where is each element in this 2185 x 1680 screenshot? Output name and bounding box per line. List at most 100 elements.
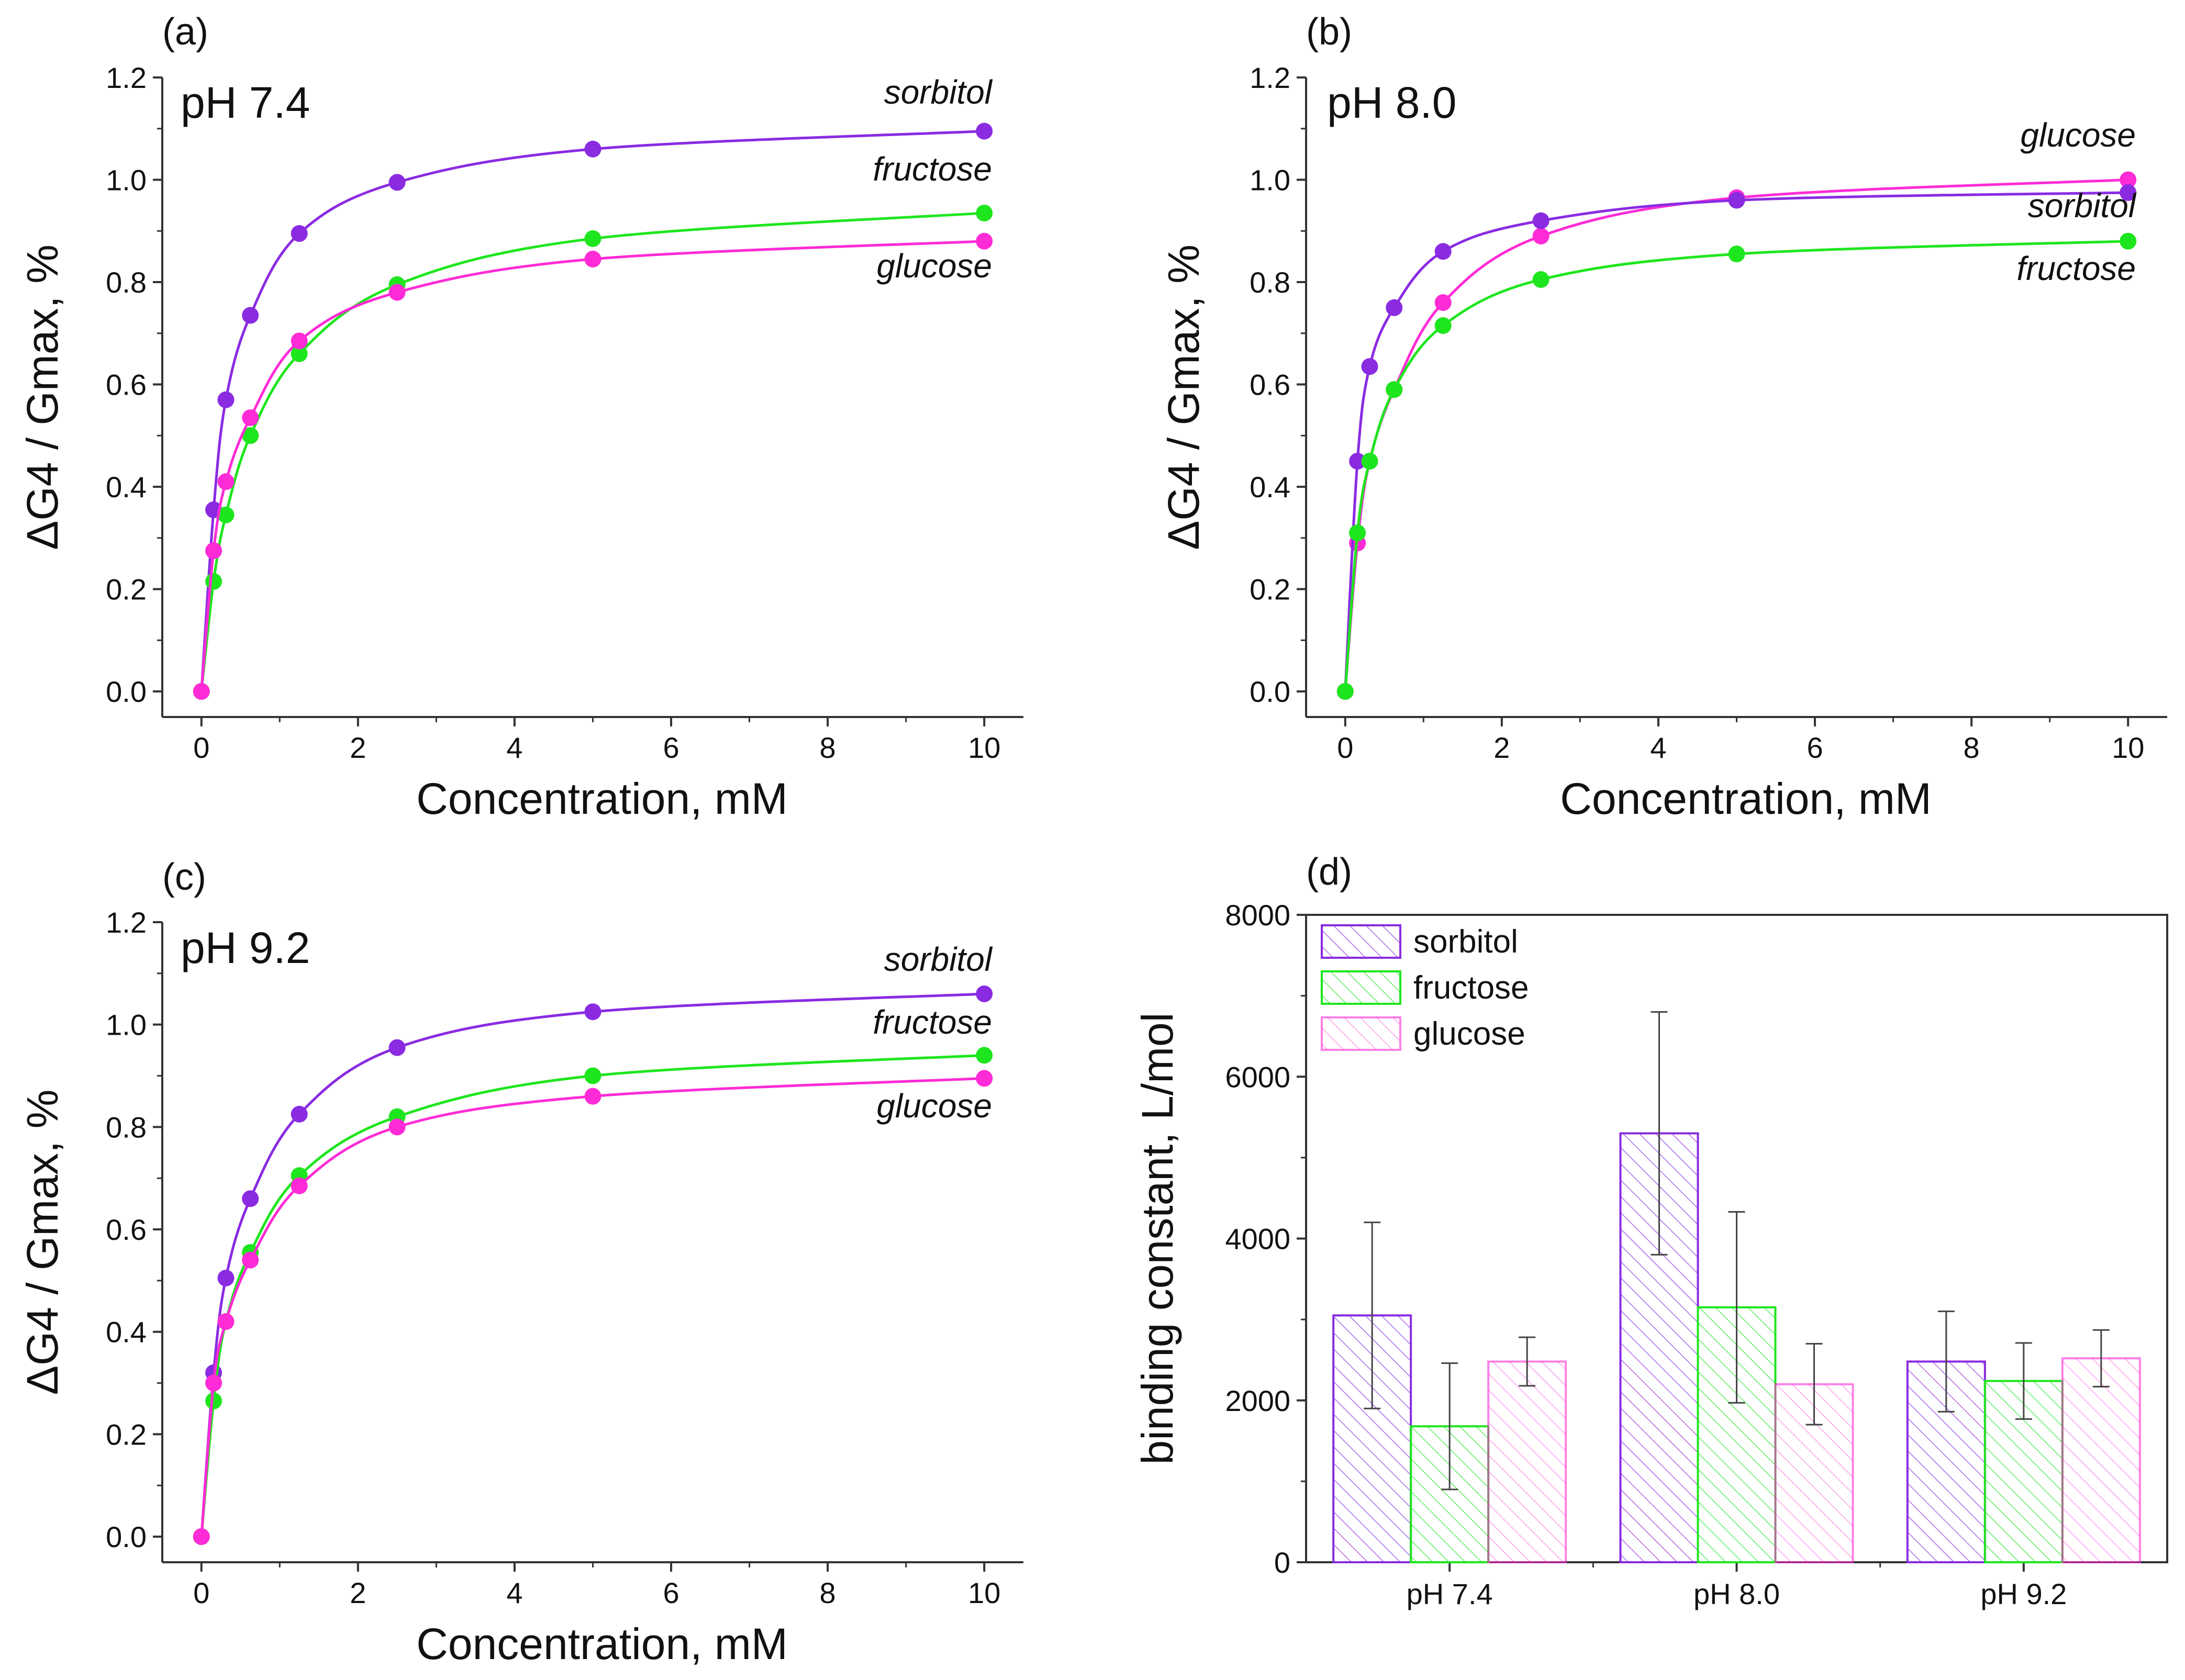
sorbitol-data-point: [1361, 358, 1378, 375]
fructose-data-point: [1361, 453, 1378, 470]
y-tick-label: 6000: [1225, 1060, 1290, 1093]
fructose-data-point: [584, 230, 601, 247]
sorbitol-series-label: sorbitol: [884, 940, 993, 978]
y-axis-title: ΔG4 / Gmax, %: [18, 1090, 67, 1395]
fructose-data-point: [976, 205, 993, 222]
glucose-data-point: [217, 1313, 235, 1330]
panel-a-label: (a): [162, 11, 208, 53]
fructose-data-point: [205, 573, 222, 590]
sorbitol-data-point: [217, 391, 235, 408]
sorbitol-data-point: [388, 174, 406, 191]
x-tick-label: 6: [1807, 731, 1823, 764]
x-tick-label: 0: [193, 731, 209, 764]
fructose-data-point: [2120, 232, 2137, 250]
sorbitol-data-point: [1532, 212, 1549, 229]
sorbitol-data-point: [584, 140, 601, 158]
glucose-data-point: [242, 1251, 259, 1269]
x-tick-label: 8: [1964, 731, 1980, 764]
legend-glucose-label: glucose: [1413, 1016, 1525, 1052]
glucose-data-point: [205, 1374, 222, 1392]
fructose-data-point: [1434, 317, 1452, 334]
glucose-data-point: [584, 251, 601, 268]
sorbitol-data-point: [388, 1039, 406, 1056]
y-tick-label: 1.2: [106, 61, 147, 94]
fructose-series-label: fructose: [873, 150, 992, 188]
glucose-data-point: [976, 232, 993, 250]
legend-fructose-swatch: [1321, 970, 1401, 1005]
panel-d-label: (d): [1306, 851, 1352, 893]
x-tick-label: 10: [968, 1576, 1000, 1609]
fructose-data-point: [217, 506, 235, 523]
y-tick-label: 0.8: [106, 266, 147, 299]
x-tick-label: 10: [968, 731, 1000, 764]
x-tick-label: 2: [350, 1576, 366, 1609]
fructose-data-point: [1532, 271, 1549, 288]
x-tick-label: 2: [1493, 731, 1510, 764]
sorbitol-data-point: [242, 307, 259, 324]
sorbitol-data-point: [1434, 243, 1452, 260]
x-tick-label: 0: [193, 1576, 209, 1609]
y-tick-label: 0.0: [106, 1520, 147, 1553]
sorbitol-data-point: [291, 225, 308, 242]
sorbitol-data-point: [584, 1003, 601, 1021]
sorbitol-fit-line: [1344, 191, 2128, 692]
x-tick-label: 6: [663, 731, 679, 764]
x-tick-label: 0: [1337, 731, 1353, 764]
fructose-fit-line: [200, 211, 985, 692]
glucose-data-point: [1434, 294, 1452, 311]
panel-d-chart: (d) 0 2000 4000 6000 8000 binding constant, L…: [1133, 851, 2168, 1610]
glucose-data-point: [291, 332, 308, 350]
sorbitol-data-point: [1349, 453, 1366, 470]
sorbitol-series-label: sorbitol: [2028, 187, 2137, 225]
x-tick-label: 8: [820, 1576, 836, 1609]
y-tick-label: 8000: [1225, 899, 1290, 932]
sorbitol-data-point: [291, 1105, 308, 1123]
sorbitol-data-point: [976, 122, 993, 140]
x-tick-label: 4: [506, 1576, 522, 1609]
x-tick-label: 8: [820, 731, 836, 764]
fructose-data-point: [1349, 524, 1366, 542]
glucose-data-point: [388, 284, 406, 301]
fructose-data-point: [584, 1067, 601, 1084]
glucose-bar: [1487, 1360, 1567, 1564]
glucose-data-point: [217, 473, 235, 490]
x-tick-label: 6: [663, 1576, 679, 1609]
sorbitol-data-point: [217, 1269, 235, 1286]
fructose-series-label: fructose: [873, 1003, 992, 1041]
glucose-data-point: [388, 1118, 406, 1136]
y-tick-label: 1.2: [106, 906, 147, 939]
panel-a-ph-title: pH 7.4: [181, 78, 310, 127]
category-label: pH 8.0: [1693, 1577, 1780, 1610]
glucose-bar: [2061, 1357, 2141, 1563]
y-tick-label: 0: [1274, 1546, 1290, 1579]
panel-b-ph-title: pH 8.0: [1327, 78, 1457, 127]
fructose-series-label: fructose: [2016, 250, 2136, 287]
x-axis-title: Concentration, mM: [1560, 774, 1932, 823]
y-tick-label: 0.2: [106, 573, 147, 606]
y-tick-label: 0.6: [1250, 368, 1290, 401]
fructose-data-point: [205, 1392, 222, 1409]
glucose-series-label: glucose: [876, 1087, 992, 1125]
fructose-data-point: [1728, 245, 1745, 263]
y-tick-label: 0.4: [106, 1316, 147, 1349]
sorbitol-data-point: [976, 985, 993, 1002]
sorbitol-data-point: [1386, 299, 1403, 316]
panel-b-label: (b): [1306, 11, 1352, 53]
glucose-data-point: [976, 1070, 993, 1087]
panel-c-chart: (c) pH 9.2 0.0 0.2 0.4 0.6 0.8 1.0 1.2 0 2 4 6 8 10 C…: [18, 856, 1023, 1668]
sorbitol-data-point: [242, 1190, 259, 1207]
legend-sorbitol-swatch: [1321, 924, 1401, 959]
x-axis-title: Concentration, mM: [416, 1619, 788, 1668]
glucose-data-point: [242, 409, 259, 427]
glucose-data-point: [193, 1528, 210, 1545]
fructose-fit-line: [200, 1054, 985, 1537]
glucose-data-point: [205, 542, 222, 559]
sorbitol-series-label: sorbitol: [884, 73, 993, 111]
y-tick-label: 1.2: [1250, 61, 1290, 94]
fructose-data-point: [1386, 381, 1403, 398]
legend-glucose-swatch: [1321, 1016, 1401, 1051]
panel-c-label: (c): [162, 856, 206, 898]
sorbitol-data-point: [2120, 184, 2137, 201]
legend-fructose-label: fructose: [1413, 970, 1529, 1006]
fructose-data-point: [242, 427, 259, 444]
